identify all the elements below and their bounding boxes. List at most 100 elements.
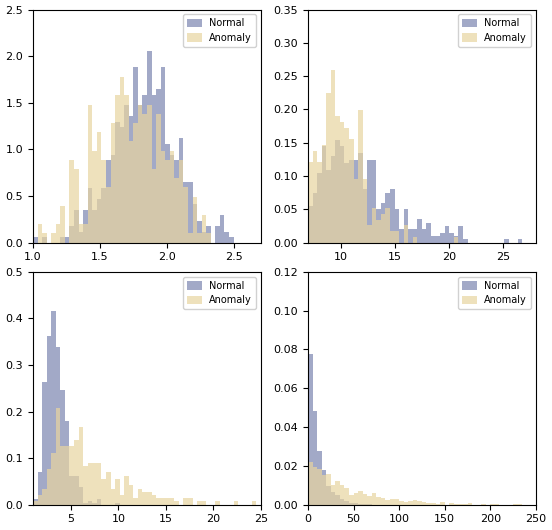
Bar: [83, 209, 88, 243]
Bar: [367, 496, 372, 505]
Bar: [42, 383, 47, 505]
Bar: [367, 160, 372, 243]
Bar: [413, 229, 417, 243]
Bar: [331, 156, 336, 243]
Bar: [33, 237, 38, 243]
Bar: [358, 153, 363, 243]
Bar: [38, 472, 42, 505]
Bar: [65, 237, 70, 243]
Bar: [106, 472, 110, 505]
Bar: [344, 128, 349, 243]
Bar: [42, 237, 47, 243]
Bar: [70, 475, 74, 505]
Bar: [102, 160, 106, 243]
Bar: [60, 390, 65, 505]
Bar: [183, 498, 188, 505]
Bar: [326, 93, 331, 243]
Bar: [115, 122, 120, 243]
Bar: [33, 499, 38, 505]
Bar: [233, 501, 238, 505]
Bar: [129, 117, 133, 243]
Bar: [322, 145, 326, 243]
Bar: [326, 487, 331, 505]
Bar: [142, 492, 147, 505]
Bar: [51, 453, 56, 505]
Bar: [65, 446, 70, 505]
Bar: [436, 236, 440, 243]
Bar: [354, 179, 358, 243]
Bar: [326, 474, 331, 505]
Bar: [60, 237, 65, 243]
Bar: [449, 503, 454, 505]
Legend: Normal, Anomaly: Normal, Anomaly: [458, 14, 531, 47]
Bar: [349, 160, 354, 243]
Bar: [83, 503, 88, 505]
Bar: [363, 179, 367, 243]
Bar: [422, 229, 427, 243]
Bar: [156, 89, 161, 243]
Bar: [124, 475, 129, 505]
Bar: [152, 169, 156, 243]
Bar: [174, 160, 179, 243]
Bar: [102, 188, 106, 243]
Bar: [399, 229, 404, 243]
Bar: [193, 197, 197, 243]
Bar: [106, 187, 110, 243]
Bar: [65, 421, 70, 505]
Bar: [413, 237, 417, 243]
Bar: [147, 51, 152, 243]
Bar: [56, 224, 60, 243]
Bar: [495, 504, 500, 505]
Bar: [367, 504, 372, 505]
Bar: [322, 146, 326, 243]
Bar: [142, 114, 147, 243]
Bar: [201, 215, 206, 243]
Bar: [88, 501, 92, 505]
Bar: [317, 470, 322, 505]
Bar: [129, 142, 133, 243]
Bar: [312, 411, 317, 505]
Bar: [201, 232, 206, 243]
Bar: [308, 462, 312, 505]
Bar: [120, 495, 124, 505]
Bar: [340, 499, 344, 505]
Bar: [110, 123, 115, 243]
Bar: [312, 466, 317, 505]
Bar: [51, 311, 56, 505]
Bar: [106, 160, 110, 243]
Bar: [413, 500, 417, 505]
Bar: [215, 226, 220, 243]
Bar: [83, 466, 88, 505]
Bar: [161, 151, 165, 243]
Bar: [156, 114, 161, 243]
Bar: [308, 206, 312, 243]
Bar: [115, 479, 120, 505]
Bar: [78, 487, 83, 505]
Bar: [102, 479, 106, 505]
Bar: [344, 501, 349, 505]
Bar: [165, 498, 170, 505]
Bar: [165, 144, 170, 243]
Bar: [165, 160, 170, 243]
Bar: [156, 498, 161, 505]
Bar: [458, 226, 463, 243]
Bar: [449, 233, 454, 243]
Bar: [38, 495, 42, 505]
Bar: [354, 493, 358, 505]
Bar: [92, 503, 97, 505]
Bar: [404, 209, 408, 243]
Bar: [83, 224, 88, 243]
Bar: [422, 502, 427, 505]
Bar: [133, 123, 138, 243]
Bar: [42, 489, 47, 505]
Bar: [463, 504, 468, 505]
Bar: [124, 105, 129, 243]
Bar: [349, 139, 354, 243]
Bar: [115, 95, 120, 243]
Bar: [51, 233, 56, 243]
Bar: [78, 224, 83, 243]
Bar: [74, 440, 78, 505]
Bar: [431, 503, 436, 505]
Bar: [385, 500, 390, 505]
Bar: [174, 501, 179, 505]
